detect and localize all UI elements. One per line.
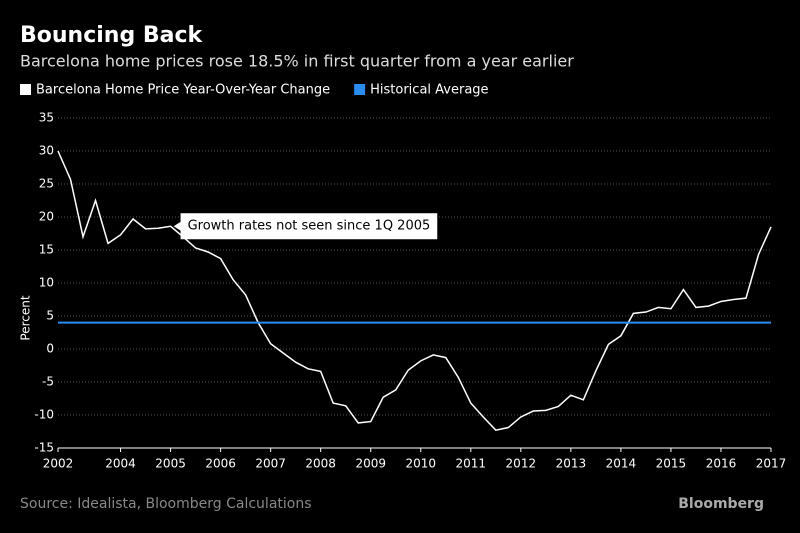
- legend-swatch: [354, 84, 366, 95]
- y-tick-label: 20: [39, 210, 54, 224]
- x-tick-label: 2007: [255, 457, 286, 471]
- y-tick-label: -15: [34, 441, 54, 455]
- y-tick-label: -5: [42, 375, 54, 389]
- x-tick-label: 2017: [756, 457, 787, 471]
- y-tick-label: 10: [39, 276, 54, 290]
- x-tick-label: 2008: [305, 457, 336, 471]
- x-tick-label: 2011: [456, 457, 487, 471]
- annotation-text: Growth rates not seen since 1Q 2005: [188, 219, 431, 234]
- y-tick-label: -10: [34, 408, 54, 422]
- x-tick-label: 2005: [155, 457, 186, 471]
- y-tick-label: 5: [46, 309, 54, 323]
- x-tick-label: 2016: [706, 457, 737, 471]
- source: Source: Idealista, Bloomberg Calculation…: [20, 496, 312, 512]
- x-tick-label: 2015: [656, 457, 687, 471]
- chart-title: Bouncing Back: [20, 23, 204, 48]
- y-tick-label: 30: [39, 144, 54, 158]
- y-tick-label: 0: [46, 342, 54, 356]
- y-axis-label: Percent: [19, 295, 33, 340]
- y-tick-label: 15: [39, 243, 54, 257]
- y-tick-label: 25: [39, 177, 54, 191]
- brand: Bloomberg: [678, 496, 764, 512]
- x-tick-label: 2014: [606, 457, 637, 471]
- x-tick-label: 2002: [43, 457, 74, 471]
- chart-subtitle: Barcelona home prices rose 18.5% in firs…: [20, 52, 574, 71]
- x-tick-label: 2012: [506, 457, 537, 471]
- y-tick-label: 35: [39, 111, 54, 125]
- legend-label: Historical Average: [370, 83, 488, 98]
- legend-label: Barcelona Home Price Year-Over-Year Chan…: [36, 83, 330, 98]
- annotation-pointer: [173, 221, 182, 232]
- x-tick-label: 2004: [105, 457, 136, 471]
- annotation-box: [180, 213, 438, 240]
- legend-swatch: [20, 84, 31, 95]
- x-tick-label: 2010: [405, 457, 436, 471]
- x-tick-label: 2009: [355, 457, 386, 471]
- x-tick-label: 2006: [205, 457, 236, 471]
- data-line: [57, 150, 772, 432]
- x-tick-label: 2013: [556, 457, 587, 471]
